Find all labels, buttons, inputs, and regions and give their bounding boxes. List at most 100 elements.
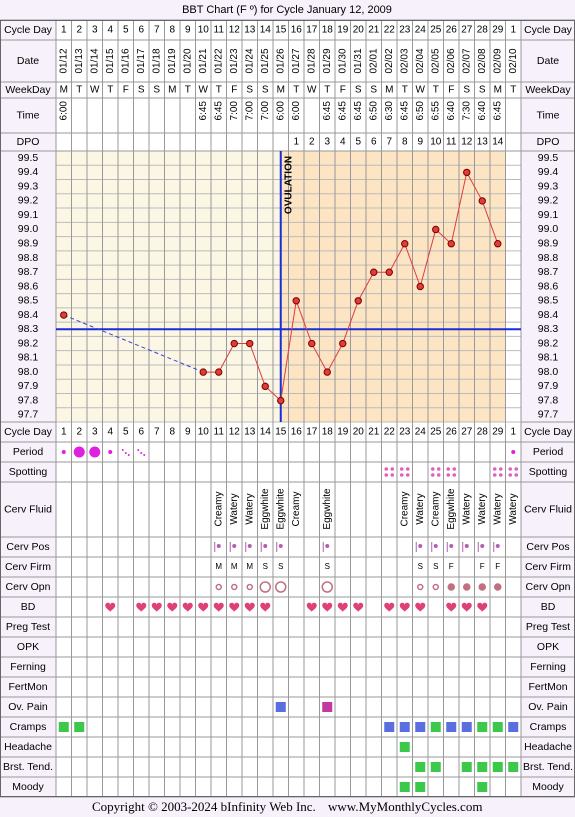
bd-heart	[136, 602, 147, 612]
y-tick-label: 98.5	[538, 295, 559, 307]
row-label: OPK	[537, 641, 559, 653]
y-tick-label: 98.4	[538, 309, 559, 321]
symptom	[446, 722, 457, 732]
vertical-text: 01/28	[306, 48, 317, 73]
period-speck	[143, 454, 146, 456]
cerv-firm: F	[449, 562, 454, 571]
row-label: Preg Test	[6, 621, 50, 633]
vertical-text: Watery	[244, 493, 255, 524]
vertical-text: 01/30	[337, 48, 348, 73]
row-label: Spotting	[529, 466, 568, 478]
spotting-dot	[384, 473, 389, 477]
symptom	[477, 782, 488, 792]
weekday: T	[293, 85, 299, 96]
temp-point	[447, 240, 455, 248]
vertical-text: 01/17	[136, 48, 147, 73]
vertical-text: 02/01	[368, 48, 379, 73]
time: 6:45	[322, 101, 333, 121]
vertical-text: 02/04	[415, 48, 426, 73]
cycle-day: 1	[61, 25, 67, 36]
time: 6:40	[446, 101, 457, 121]
symptom	[477, 762, 488, 772]
vertical-text: Eggwhite	[446, 488, 457, 530]
y-tick-label: 99.2	[18, 195, 39, 207]
spotting-dot	[446, 467, 451, 471]
cycle-day: 15	[275, 427, 287, 438]
cycle-day: 19	[337, 25, 349, 36]
cerv-opn	[417, 583, 424, 591]
spotting-dot	[452, 473, 457, 477]
vertical-text: Creamy	[291, 491, 302, 526]
temp-point	[215, 368, 223, 376]
cycle-day: 13	[244, 25, 256, 36]
bd-heart	[461, 602, 472, 612]
cerv-firm: S	[278, 562, 283, 571]
vertical-text: 01/14	[89, 48, 100, 73]
bd-heart	[322, 602, 333, 612]
temp-point	[230, 339, 238, 348]
vertical-text: Creamy	[399, 491, 410, 526]
time: 7:00	[244, 101, 255, 121]
y-tick-label: 99.3	[538, 180, 559, 192]
vertical-text: Watery	[229, 493, 240, 524]
row-label: Time	[537, 109, 560, 121]
row-label: WeekDay	[5, 84, 51, 96]
cycle-day: 11	[214, 427, 225, 438]
weekday: S	[153, 85, 160, 96]
row-label: Cycle Day	[524, 24, 573, 36]
spotting-dot	[446, 473, 451, 477]
weekday: M	[277, 85, 285, 96]
cerv-pos-dot	[247, 544, 252, 548]
row-label: FertMon	[528, 681, 567, 693]
y-tick-label: 99.1	[18, 209, 39, 221]
temp-point	[292, 297, 300, 305]
y-tick-label: 97.8	[538, 394, 559, 406]
vertical-text: 01/26	[275, 48, 286, 73]
bd-heart	[415, 602, 426, 612]
cycle-day: 10	[198, 25, 210, 36]
cycle-day: 8	[169, 427, 175, 438]
row-label: OPK	[17, 641, 39, 653]
vertical-text: 01/25	[260, 48, 271, 73]
vertical-text: 02/03	[399, 48, 410, 73]
vertical-text: Creamy	[430, 491, 441, 526]
row-label: Cerv Pos	[6, 541, 49, 553]
period-speck	[124, 452, 127, 454]
y-tick-label: 99.5	[538, 152, 559, 164]
symptom	[508, 762, 519, 772]
dpo: 6	[371, 137, 377, 148]
vertical-text: 01/24	[244, 48, 255, 73]
y-tick-label: 97.9	[18, 380, 39, 392]
cycle-day: 24	[415, 25, 427, 36]
bd-heart	[353, 602, 364, 612]
vertical-text: 02/10	[508, 48, 519, 73]
symptom	[492, 722, 503, 732]
row-label: Cycle Day	[524, 426, 573, 438]
time: 7:30	[461, 101, 472, 121]
vertical-text: 01/27	[291, 48, 302, 73]
y-tick-label: 99.1	[538, 209, 559, 221]
row-label: Cerv Pos	[526, 541, 569, 553]
cycle-day: 26	[446, 25, 458, 36]
cerv-pos-dot	[325, 544, 330, 548]
website[interactable]: www.MyMonthlyCycles.com	[328, 799, 482, 814]
cycle-day: 21	[368, 427, 380, 438]
weekday: T	[216, 85, 222, 96]
pre-ovulation-bg	[56, 151, 281, 422]
row-label: Cerv Opn	[526, 581, 571, 593]
row-label: Brst. Tend.	[523, 761, 573, 773]
spotting-dot	[436, 473, 441, 477]
y-tick-label: 97.7	[18, 409, 39, 421]
symptom	[477, 722, 488, 732]
spotting-dot	[430, 467, 435, 471]
cerv-firm: M	[246, 562, 253, 571]
vertical-text: 02/05	[430, 48, 441, 73]
cycle-day: 17	[306, 25, 318, 36]
bd-heart	[229, 602, 240, 612]
time: 7:00	[260, 101, 271, 121]
cycle-day: 25	[430, 427, 442, 438]
spotting-dot	[498, 473, 503, 477]
cerv-firm: F	[480, 562, 485, 571]
cerv-opn	[246, 583, 253, 591]
